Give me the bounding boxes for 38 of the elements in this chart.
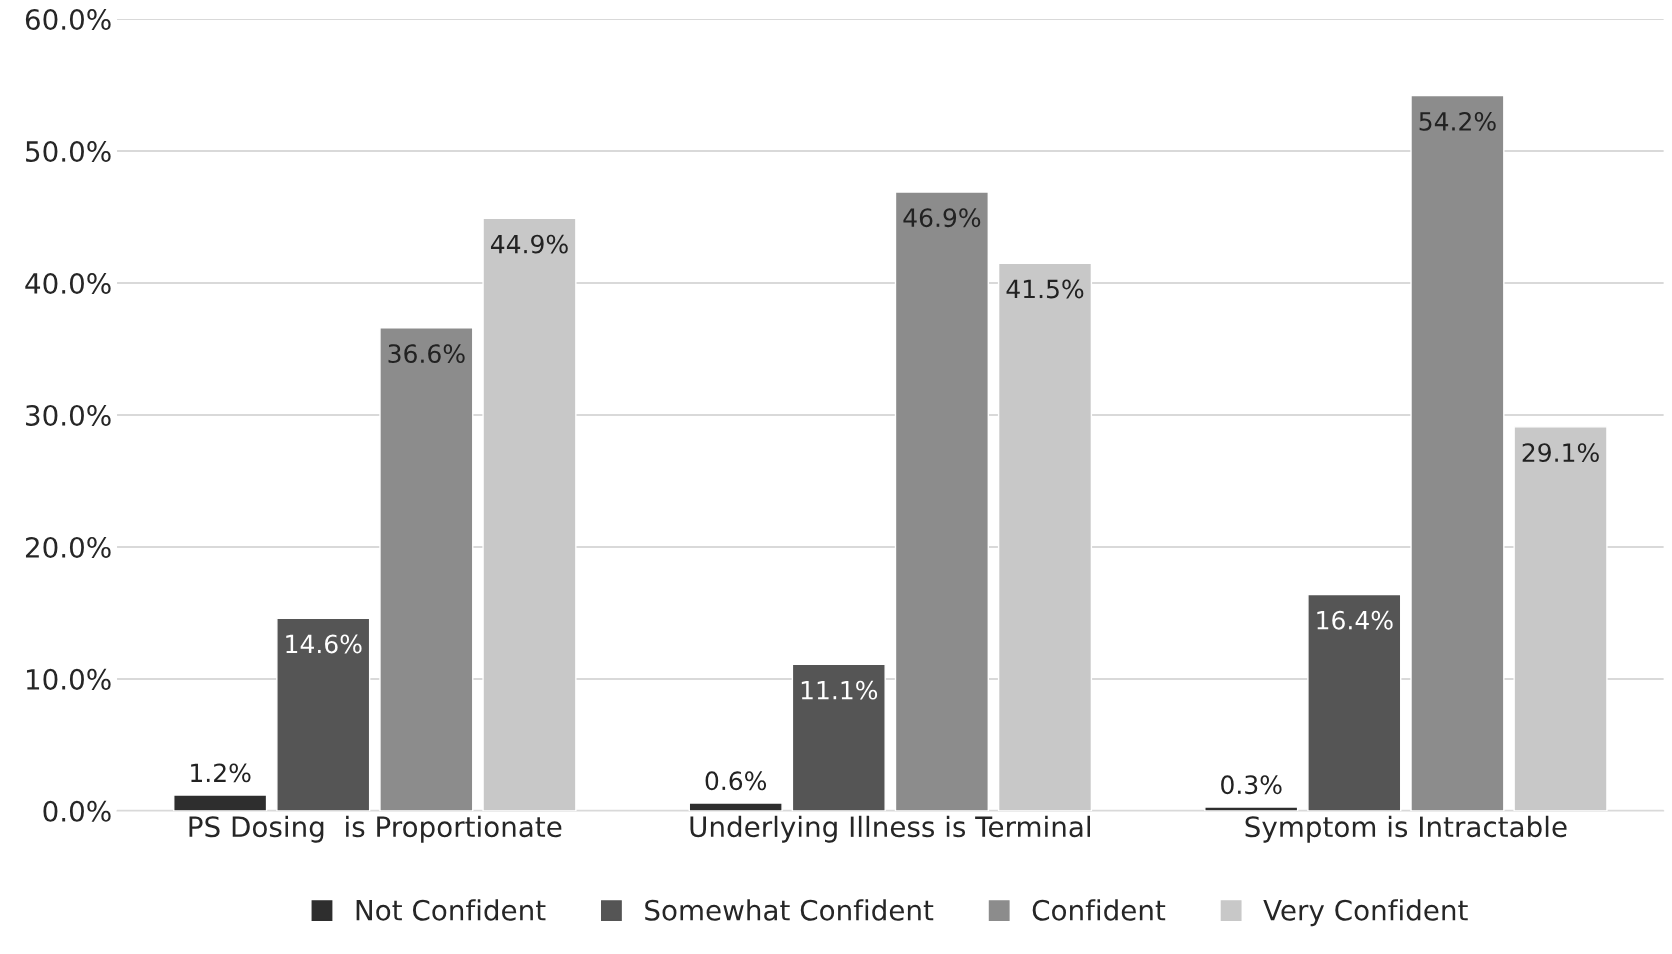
- data-label: 16.4%: [1317, 610, 1393, 630]
- data-label: 11.1%: [801, 680, 878, 700]
- y-tick-label: 40.0%: [25, 272, 111, 294]
- data-label: 54.2%: [1419, 111, 1496, 131]
- data-label: 1.2%: [191, 763, 251, 783]
- y-tick-label: 0.0%: [43, 800, 111, 822]
- y-tick-label: 30.0%: [26, 404, 111, 426]
- data-label: 0.3%: [1221, 775, 1282, 795]
- data-label: 0.6%: [705, 771, 767, 791]
- data-label: 29.1%: [1522, 443, 1599, 463]
- legend-label: Not Confident: [356, 899, 546, 921]
- data-label: 41.5%: [1006, 279, 1084, 299]
- y-tick-label: 50.0%: [26, 140, 111, 162]
- legend-label: Very Confident: [1263, 899, 1468, 927]
- bar: [1410, 94, 1505, 811]
- data-label: 44.9%: [490, 234, 568, 254]
- bar: [688, 802, 783, 811]
- bar: [791, 663, 886, 811]
- bar: [1513, 426, 1608, 811]
- bar: [276, 617, 371, 811]
- bar: [482, 217, 577, 811]
- bar: [894, 191, 989, 811]
- bar: [997, 262, 1093, 811]
- x-tick-label: Underlying Illness is Terminal: [690, 815, 1090, 843]
- bar: [1204, 806, 1299, 811]
- bar: [379, 327, 474, 811]
- x-tick-label: PS Dosing is Proportionate: [189, 815, 562, 843]
- y-tick-label: 10.0%: [26, 668, 111, 690]
- y-tick-label: 20.0%: [25, 536, 111, 558]
- data-label: 36.6%: [388, 344, 465, 364]
- data-label: 46.9%: [903, 208, 981, 228]
- bar: [173, 794, 268, 811]
- legend-label: Somewhat Confident: [645, 899, 934, 921]
- x-tick-label: Symptom is Intractable: [1245, 815, 1567, 843]
- legend-label: Confident: [1032, 899, 1166, 921]
- data-label: 14.6%: [286, 634, 362, 654]
- bar: [1307, 593, 1402, 811]
- y-tick-label: 60.0%: [25, 9, 111, 31]
